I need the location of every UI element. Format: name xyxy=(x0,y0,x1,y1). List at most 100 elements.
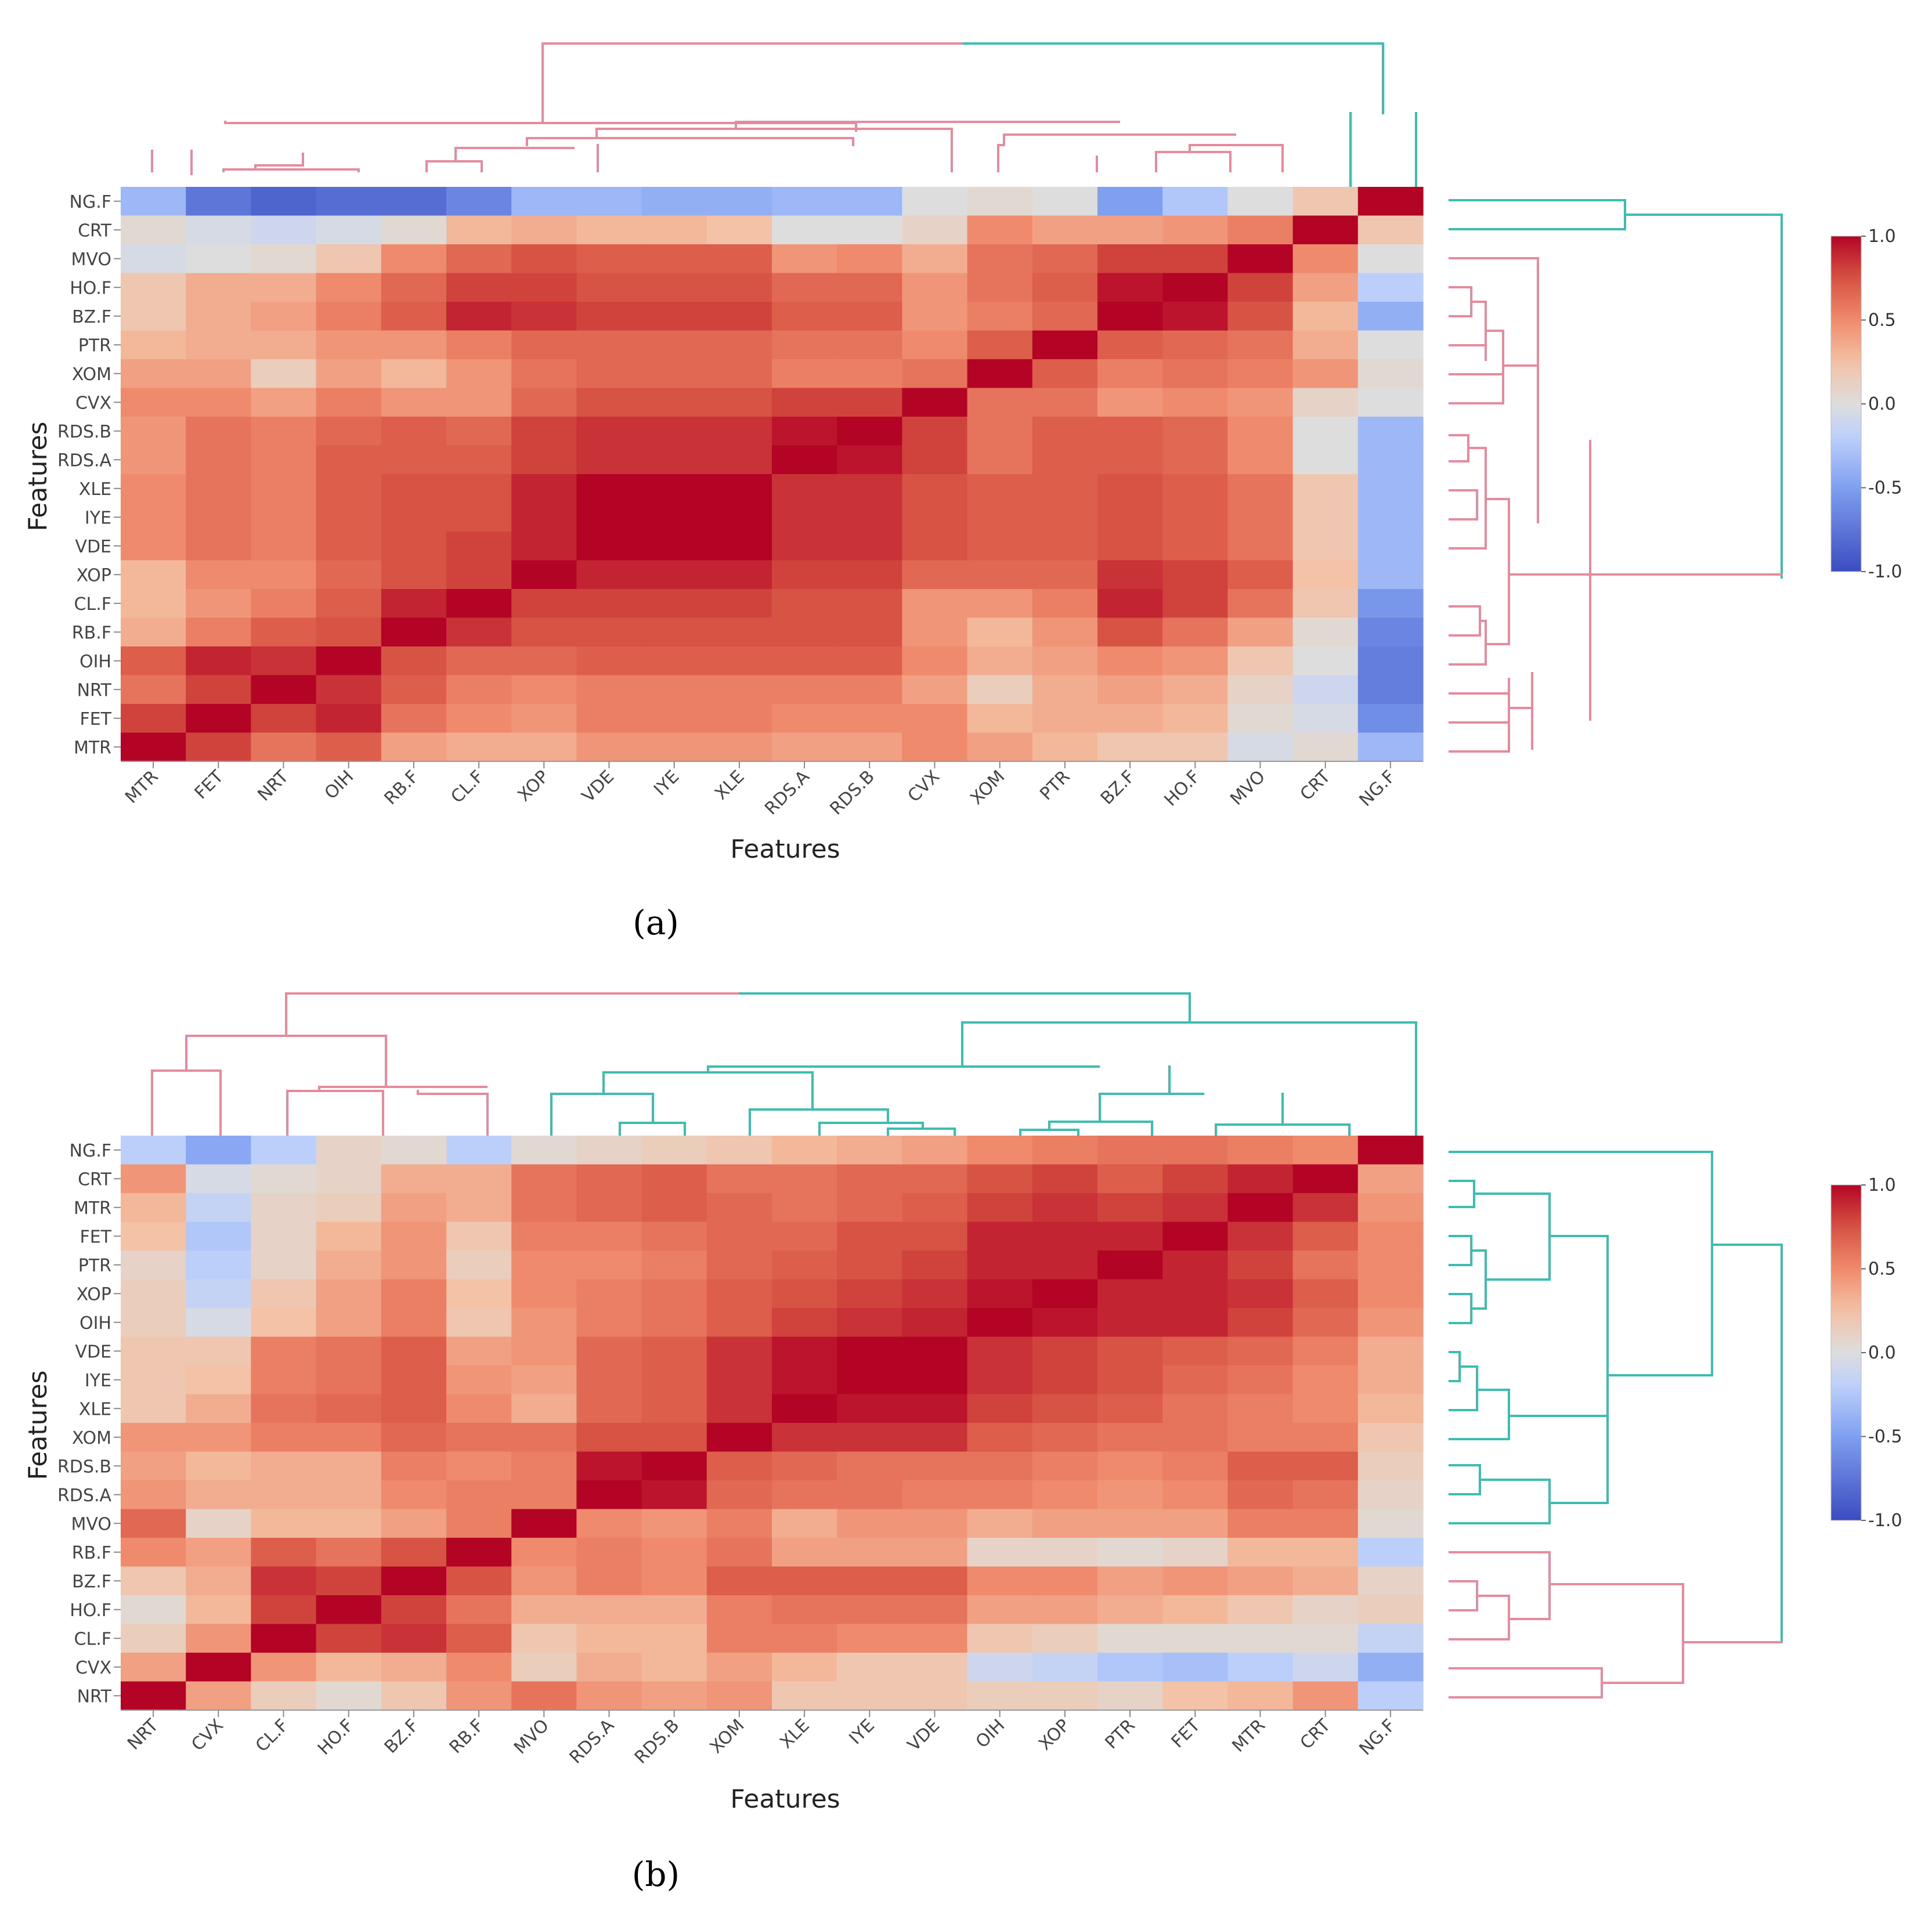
heatmap-cell xyxy=(186,1595,251,1625)
heatmap-cell xyxy=(1292,560,1359,590)
heatmap-cell xyxy=(1227,1164,1294,1194)
heatmap-cell xyxy=(576,617,642,647)
heatmap-cell xyxy=(251,1336,317,1366)
heatmap-cell xyxy=(316,732,382,762)
heatmap-cell xyxy=(902,1251,968,1280)
heatmap-cell xyxy=(1032,1336,1098,1366)
heatmap-cell xyxy=(1227,617,1294,647)
heatmap-cell xyxy=(1032,1193,1098,1223)
heatmap-cell xyxy=(381,1136,447,1165)
heatmap-cell xyxy=(381,388,447,417)
heatmap-cell xyxy=(511,1451,577,1481)
colorbar-tick-label: -0.5 xyxy=(1868,478,1902,498)
heatmap-cell xyxy=(316,560,382,590)
heatmap-cell xyxy=(1227,244,1294,274)
heatmap-cell xyxy=(121,1423,186,1452)
heatmap-cell xyxy=(837,417,902,446)
heatmap-cell xyxy=(837,532,902,561)
heatmap-cell xyxy=(316,359,382,389)
heatmap-cell xyxy=(772,1451,837,1481)
heatmap-cell xyxy=(576,1451,642,1481)
heatmap-cell xyxy=(381,1681,447,1711)
heatmap-cell xyxy=(1227,187,1294,216)
heatmap-cell xyxy=(121,1136,186,1165)
heatmap-cell xyxy=(902,704,968,733)
y-tick-labels: NG.F CRT MTR FET PTR XOP OIH VDE IYE XLE XOM RDS.B R… xyxy=(57,1141,121,1707)
heatmap-cell xyxy=(1097,1480,1163,1510)
heatmap-cell xyxy=(1292,732,1359,762)
heatmap-cell xyxy=(121,244,186,274)
heatmap-cell xyxy=(1357,1538,1424,1567)
heatmap-cell xyxy=(1097,445,1163,475)
heatmap-cell xyxy=(381,302,447,331)
heatmap-cell xyxy=(706,1308,772,1338)
heatmap-cell xyxy=(1292,1164,1359,1194)
colorbar-tick-label: 1.0 xyxy=(1868,1175,1896,1195)
heatmap-cell xyxy=(186,1251,251,1280)
heatmap-cell xyxy=(1032,388,1098,417)
heatmap-cell xyxy=(772,417,837,446)
heatmap-cell xyxy=(186,675,251,704)
heatmap-cell xyxy=(1097,187,1163,216)
heatmap-cell xyxy=(1292,1193,1359,1223)
heatmap-cell xyxy=(902,1336,968,1366)
heatmap-cell xyxy=(511,1164,577,1194)
heatmap-cell xyxy=(641,1279,707,1309)
heatmap-cell xyxy=(1162,1451,1228,1481)
heatmap-cell xyxy=(1227,215,1294,245)
heatmap-cell xyxy=(641,302,707,331)
heatmap-cell xyxy=(446,560,512,590)
x-tick-label: HO.F xyxy=(314,1715,357,1759)
heatmap-cell xyxy=(1097,302,1163,331)
heatmap-cell xyxy=(1162,1509,1228,1538)
heatmap-cell xyxy=(1032,1480,1098,1510)
heatmap-cell xyxy=(967,388,1033,417)
y-tick-label: RDS.B xyxy=(57,1457,111,1477)
heatmap-cell xyxy=(186,1279,251,1309)
heatmap-cell xyxy=(1227,330,1294,360)
heatmap-cell xyxy=(641,1308,707,1338)
y-tick-label: XLE xyxy=(79,1399,111,1419)
heatmap-cell xyxy=(121,417,186,446)
heatmap-cell xyxy=(121,1653,186,1682)
heatmap-cell xyxy=(381,1423,447,1452)
heatmap-cell xyxy=(251,503,317,532)
heatmap-cell xyxy=(1357,1336,1424,1366)
heatmap-cell xyxy=(1097,1595,1163,1625)
heatmap-cell xyxy=(967,1136,1033,1165)
heatmap-cell xyxy=(772,1193,837,1223)
heatmap-cell xyxy=(186,503,251,532)
heatmap-cell xyxy=(706,1251,772,1280)
y-tick-label: MVO xyxy=(71,1514,112,1534)
heatmap-cell xyxy=(1357,1566,1424,1596)
heatmap-cell xyxy=(251,1480,317,1510)
heatmap-cell xyxy=(1162,1279,1228,1309)
heatmap-cell xyxy=(772,474,837,504)
heatmap-cell xyxy=(1292,1365,1359,1395)
x-tick-label: FET xyxy=(1168,1715,1205,1752)
heatmap-cell xyxy=(1357,474,1424,504)
heatmap-cell xyxy=(1032,474,1098,504)
heatmap-cell xyxy=(381,1308,447,1338)
heatmap-cell xyxy=(1357,302,1424,331)
y-tick-label: CL.F xyxy=(74,594,111,615)
heatmap-cell xyxy=(576,1653,642,1682)
heatmap-cell xyxy=(186,1538,251,1567)
heatmap-cell xyxy=(967,704,1033,733)
heatmap-cell xyxy=(967,589,1033,619)
heatmap-cell xyxy=(967,474,1033,504)
heatmap-cell xyxy=(1292,1566,1359,1596)
heatmap-cell xyxy=(446,1164,512,1194)
heatmap-cell xyxy=(1227,1624,1294,1653)
x-tick-label: VDE xyxy=(578,767,618,807)
heatmap-cell xyxy=(1032,1164,1098,1194)
heatmap-cell xyxy=(251,704,317,733)
heatmap-cell xyxy=(967,1595,1033,1625)
heatmap-cell xyxy=(1097,215,1163,245)
heatmap-cell xyxy=(772,704,837,733)
heatmap-cell xyxy=(967,1394,1033,1423)
heatmap-cell xyxy=(316,1222,382,1251)
heatmap-cell xyxy=(381,215,447,245)
colorbar-tick-label: -0.5 xyxy=(1868,1427,1902,1447)
x-tick-label: RDS.B xyxy=(631,1715,684,1768)
